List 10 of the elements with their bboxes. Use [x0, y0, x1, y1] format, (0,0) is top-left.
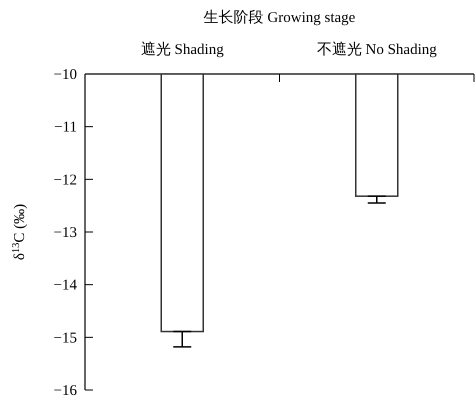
x-tick-label: 不遮光 No Shading	[316, 41, 438, 58]
y-tick-label: −16	[54, 383, 78, 399]
x-tick-label: 遮光 Shading	[140, 41, 224, 58]
y-tick-label: −15	[54, 330, 77, 346]
y-tick-label: −10	[54, 67, 77, 83]
y-tick-label: −13	[54, 225, 77, 241]
y-tick-label: −14	[54, 278, 78, 294]
x-axis-title: 生长阶段 Growing stage	[204, 9, 356, 26]
y-tick-label: −12	[54, 172, 77, 188]
y-tick-label: −11	[54, 120, 77, 136]
